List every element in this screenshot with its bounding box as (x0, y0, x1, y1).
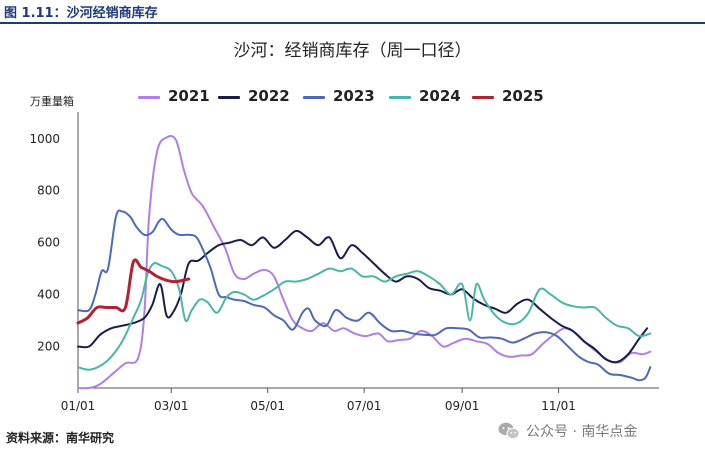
x-tick-label: 07/01 (347, 399, 382, 413)
wechat-icon (498, 422, 520, 440)
y-tick-label: 600 (37, 236, 60, 250)
series-line-2022 (77, 229, 649, 364)
series-line-2023 (77, 209, 652, 382)
series-line-2025 (76, 258, 191, 325)
legend-label: 2021 (168, 87, 210, 105)
legend-swatch (389, 96, 411, 99)
legend-label: 2022 (248, 87, 290, 105)
legend-label: 2023 (333, 87, 375, 105)
legend-swatch (472, 96, 494, 99)
x-tick-label: 03/01 (154, 399, 189, 413)
series-line-2024 (77, 262, 652, 371)
header-rule (0, 22, 705, 24)
legend-swatch (138, 96, 160, 99)
figure-header: 图 1.11：沙河经销商库存 (0, 0, 705, 24)
series-line-2021 (77, 135, 652, 390)
legend-label: 2024 (419, 87, 461, 105)
x-tick-label: 11/01 (541, 399, 576, 413)
watermark-text: 公众号 · 南华点金 (526, 424, 638, 440)
y-tick-label: 200 (37, 339, 60, 353)
x-tick-label: 09/01 (445, 399, 480, 413)
y-tick-label: 800 (37, 184, 60, 198)
chart-title: 沙河：经销商库存（周一口径） (233, 41, 472, 61)
y-axis-unit-label: 万重量箱 (30, 95, 74, 108)
legend-swatch (303, 96, 325, 99)
figure-caption: 图 1.11：沙河经销商库存 (4, 6, 158, 21)
source-note: 资料来源：南华研究 (6, 431, 115, 445)
x-tick-label: 01/01 (61, 399, 96, 413)
x-tick-label: 05/01 (250, 399, 285, 413)
legend-swatch (218, 96, 240, 99)
legend-label: 2025 (502, 87, 544, 105)
y-tick-label: 1000 (29, 132, 60, 146)
y-tick-label: 400 (37, 288, 60, 302)
